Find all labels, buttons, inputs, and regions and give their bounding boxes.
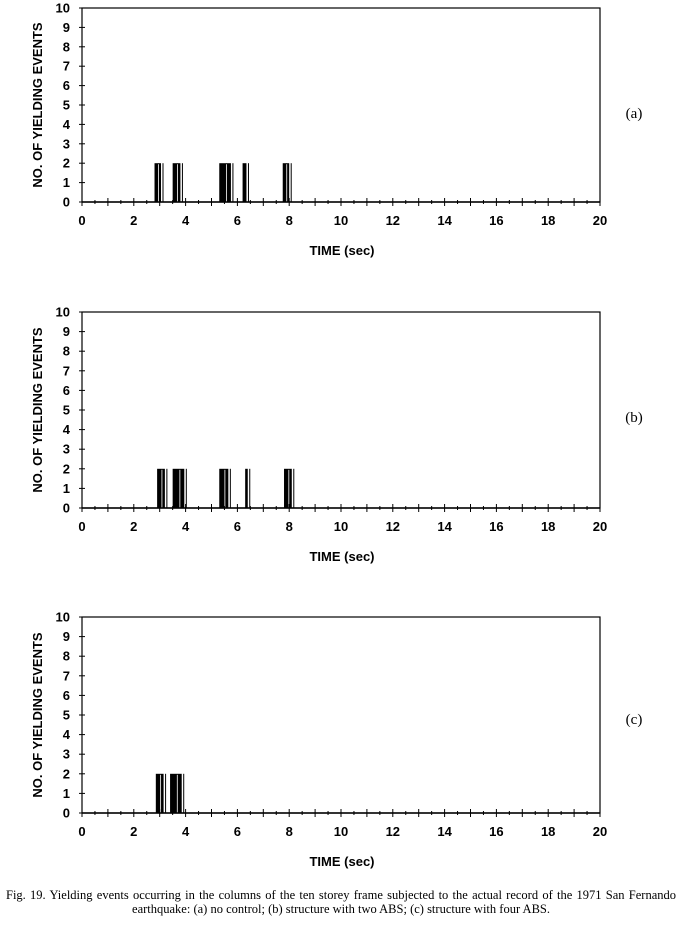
x-tick-label: 8: [286, 824, 293, 839]
event-bar-5: [284, 468, 292, 508]
event-bar-2: [172, 468, 185, 508]
x-tick-label: 14: [437, 213, 452, 228]
y-axis-title: NO. OF YIELDING EVENTS: [30, 632, 45, 798]
x-axis-title: TIME (sec): [309, 243, 374, 258]
x-tick-label: 10: [334, 824, 348, 839]
y-tick-label: 6: [63, 688, 70, 703]
y-tick-label: 5: [63, 708, 70, 723]
event-bar-1: [157, 468, 165, 508]
event-bar-4: [242, 163, 247, 202]
y-tick-label: 6: [63, 383, 70, 398]
x-tick-label: 2: [130, 519, 137, 534]
x-tick-label: 10: [334, 519, 348, 534]
x-tick-label: 20: [593, 213, 607, 228]
y-tick-label: 9: [63, 20, 70, 35]
x-tick-label: 0: [78, 213, 85, 228]
y-tick-label: 8: [63, 649, 70, 664]
y-tick-label: 5: [63, 403, 70, 418]
x-tick-label: 0: [78, 824, 85, 839]
y-tick-label: 4: [63, 117, 71, 132]
y-tick-label: 10: [56, 610, 70, 625]
y-tick-label: 4: [63, 422, 71, 437]
x-tick-label: 8: [286, 213, 293, 228]
y-tick-label: 1: [63, 481, 70, 496]
y-tick-label: 0: [63, 195, 70, 210]
x-tick-label: 4: [182, 213, 190, 228]
x-tick-label: 12: [386, 519, 400, 534]
y-tick-label: 2: [63, 156, 70, 171]
y-tick-label: 9: [63, 324, 70, 339]
x-tick-label: 2: [130, 213, 137, 228]
x-tick-label: 6: [234, 519, 241, 534]
x-tick-label: 10: [334, 213, 348, 228]
y-tick-label: 2: [63, 766, 70, 781]
event-bar-3: [219, 163, 231, 202]
y-tick-label: 3: [63, 747, 70, 762]
x-tick-label: 2: [130, 824, 137, 839]
y-tick-label: 7: [63, 363, 70, 378]
panel-label: (c): [626, 712, 643, 728]
x-tick-label: 16: [489, 519, 503, 534]
y-tick-label: 1: [63, 175, 70, 190]
x-tick-label: 6: [234, 824, 241, 839]
y-tick-label: 1: [63, 786, 70, 801]
y-tick-label: 8: [63, 39, 70, 54]
panel-label: (a): [626, 106, 643, 122]
event-bar-3: [219, 468, 229, 508]
event-bar-1: [154, 163, 161, 202]
y-tick-label: 4: [63, 727, 71, 742]
y-tick-label: 2: [63, 461, 70, 476]
x-tick-label: 18: [541, 519, 555, 534]
figure-caption: Fig. 19. Yielding events occurring in th…: [6, 888, 676, 916]
x-tick-label: 18: [541, 824, 555, 839]
y-tick-label: 8: [63, 344, 70, 359]
panel-label: (b): [625, 410, 643, 426]
event-bar-4: [245, 468, 248, 508]
x-tick-label: 14: [437, 824, 452, 839]
x-tick-label: 12: [386, 824, 400, 839]
y-tick-label: 0: [63, 806, 70, 821]
x-tick-label: 18: [541, 213, 555, 228]
x-tick-label: 16: [489, 824, 503, 839]
x-axis-title: TIME (sec): [309, 854, 374, 869]
y-tick-label: 3: [63, 136, 70, 151]
event-bar-2: [172, 163, 181, 202]
x-tick-label: 4: [182, 519, 190, 534]
x-tick-label: 12: [386, 213, 400, 228]
y-tick-label: 7: [63, 59, 70, 74]
y-tick-label: 10: [56, 305, 70, 320]
y-tick-label: 5: [63, 98, 70, 113]
y-axis-title: NO. OF YIELDING EVENTS: [30, 22, 45, 188]
y-tick-label: 6: [63, 78, 70, 93]
event-bar-2: [170, 773, 182, 813]
y-tick-label: 3: [63, 442, 70, 457]
event-bar-1: [155, 773, 164, 813]
x-tick-label: 20: [593, 824, 607, 839]
x-tick-label: 0: [78, 519, 85, 534]
y-tick-label: 0: [63, 501, 70, 516]
x-tick-label: 16: [489, 213, 503, 228]
x-tick-label: 8: [286, 519, 293, 534]
x-tick-label: 20: [593, 519, 607, 534]
x-tick-label: 4: [182, 824, 190, 839]
event-bar-5: [282, 163, 290, 202]
x-tick-label: 6: [234, 213, 241, 228]
y-axis-title: NO. OF YIELDING EVENTS: [30, 327, 45, 493]
y-tick-label: 7: [63, 668, 70, 683]
y-tick-label: 10: [56, 1, 70, 16]
y-tick-label: 9: [63, 629, 70, 644]
x-tick-label: 14: [437, 519, 452, 534]
x-axis-title: TIME (sec): [309, 549, 374, 564]
